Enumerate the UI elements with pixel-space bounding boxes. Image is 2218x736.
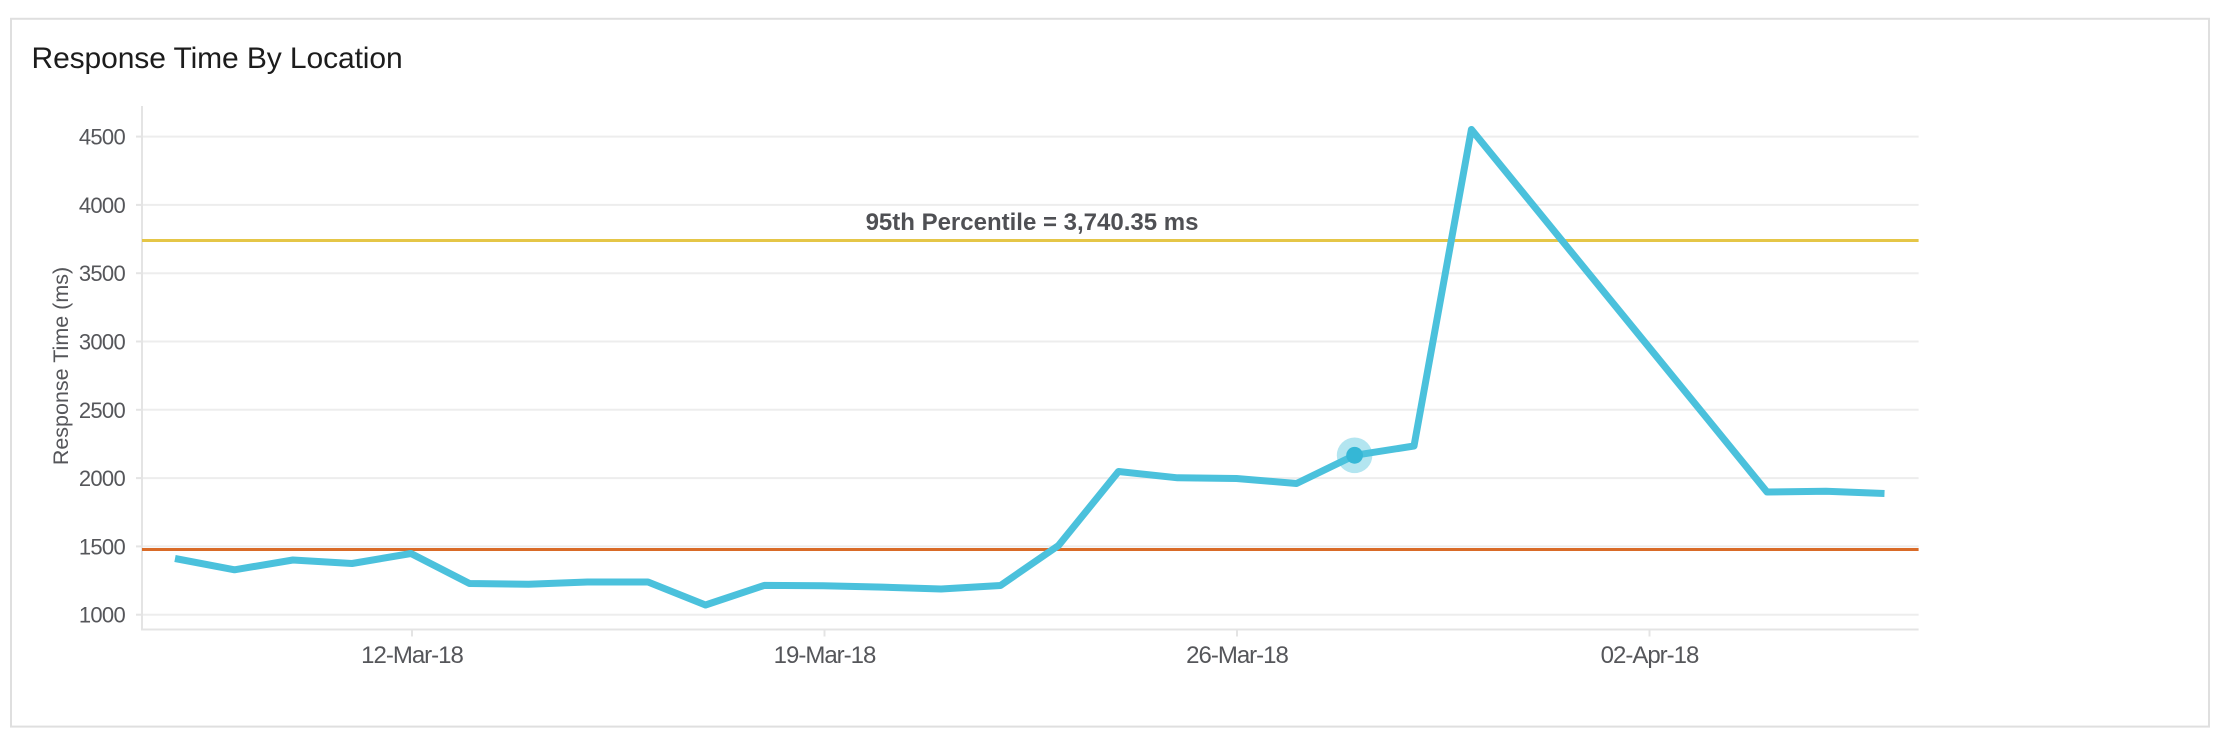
svg-text:2500: 2500 — [79, 398, 126, 423]
svg-text:Response Time (ms): Response Time (ms) — [49, 267, 73, 465]
svg-text:1000: 1000 — [79, 603, 126, 628]
svg-text:3000: 3000 — [79, 330, 126, 355]
svg-text:Response Time By Location: Response Time By Location — [32, 42, 403, 75]
svg-text:95th Percentile = 3,740.35 ms: 95th Percentile = 3,740.35 ms — [866, 209, 1199, 236]
svg-text:4000: 4000 — [79, 193, 126, 218]
svg-text:4500: 4500 — [79, 125, 126, 150]
svg-text:3500: 3500 — [79, 261, 126, 286]
svg-text:26-Mar-18: 26-Mar-18 — [1186, 642, 1288, 669]
svg-text:1500: 1500 — [79, 534, 126, 559]
svg-text:02-Apr-18: 02-Apr-18 — [1601, 642, 1699, 669]
svg-text:19-Mar-18: 19-Mar-18 — [774, 642, 876, 669]
svg-text:12-Mar-18: 12-Mar-18 — [361, 642, 463, 669]
svg-text:2000: 2000 — [79, 466, 126, 491]
